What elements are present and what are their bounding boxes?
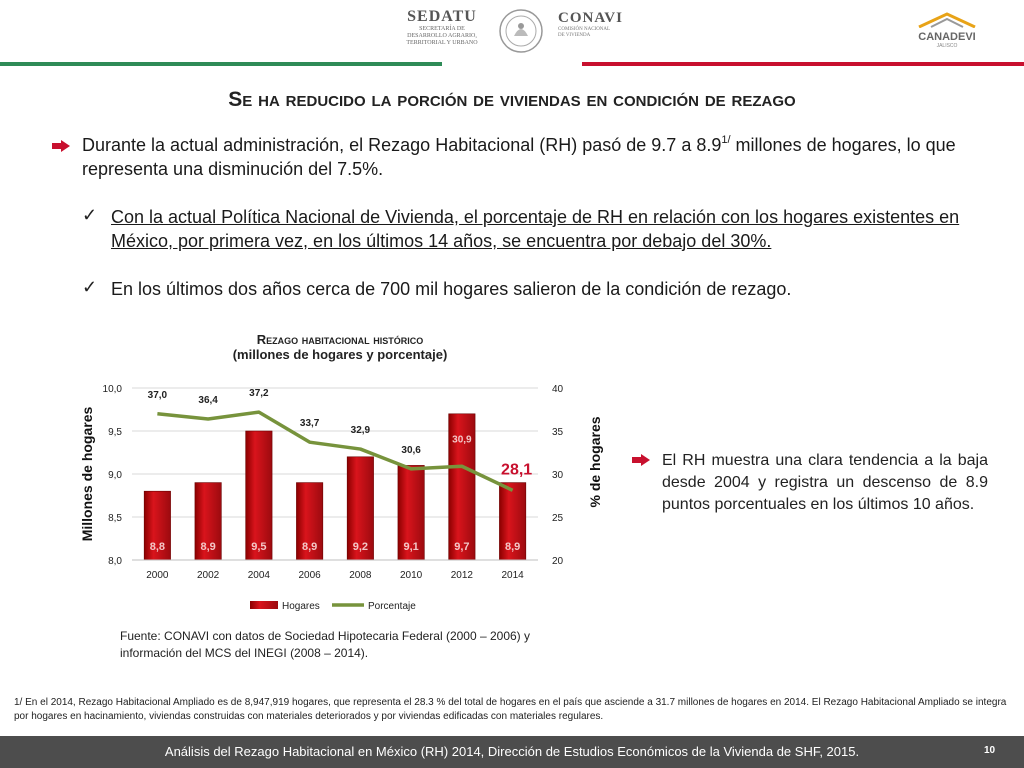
line-value-label: 30,6 [401,445,421,456]
bar-value-label: 8,8 [150,541,165,553]
y-tick-label: 8,0 [108,556,122,567]
conavi-sub: DE VIVIENDA [558,33,591,38]
conavi-logo: CONAVI COMISIÓN NACIONAL DE VIVIENDA [558,10,638,50]
footnote-ref: 1/ [721,134,731,146]
conavi-name: CONAVI [558,10,623,26]
bar-value-label: 9,5 [251,541,266,553]
legend-swatch-bars [250,601,278,609]
bullet-text: millones de hogares, lo que representa u… [82,135,956,179]
bar-value-label: 8,9 [302,541,317,553]
bullet-text: Durante la actual administración, el Rez… [82,135,722,155]
y-tick-label: 8,5 [108,513,122,524]
line-value-label: 37,2 [249,388,269,399]
page-title: Se ha reducido la porción de viviendas e… [228,88,796,111]
sedatu-name: SEDATU [407,8,477,25]
y2-axis-title: % de hogares [587,416,603,507]
x-tick-label: 2000 [146,570,169,581]
bar-value-label: 9,1 [403,541,418,553]
header: SEDATU SECRETARÍA DE DESARROLLO AGRARIO,… [0,0,1024,66]
x-tick-label: 2004 [248,570,271,581]
bar-value-label: 8,9 [200,541,215,553]
bar [448,413,476,561]
check-icon: ✓ [82,205,98,225]
bar-value-label: 9,2 [353,541,368,553]
trend-note: El RH muestra una clara tendencia a la b… [662,452,988,513]
line-value-label: 36,4 [198,395,218,406]
legend-label-bars: Hogares [282,601,320,612]
footnote: 1/ En el 2014, Rezago Habitacional Ampli… [14,697,1007,722]
chart-title-main: Rezago habitacional histórico [256,332,424,347]
bullet-rezago-change: Durante la actual administración, el Rez… [82,133,972,181]
bar [143,490,171,561]
header-rule-red [582,62,1024,66]
bar [296,482,324,561]
y2-tick-label: 30 [552,470,564,481]
arrow-bullet-icon [632,454,650,466]
y2-tick-label: 25 [552,513,564,524]
line-value-label: 32,9 [351,425,371,436]
bullet-policy: Con la actual Política Nacional de Vivie… [111,207,960,251]
x-tick-label: 2008 [349,570,372,581]
legend-label-line: Porcentaje [368,601,416,612]
y-tick-label: 10,0 [103,384,123,395]
canadevi-logo: CANADEVI JALISCO [906,12,988,52]
bullet-700k: En los últimos dos años cerca de 700 mil… [111,279,792,299]
x-tick-label: 2006 [299,570,322,581]
check-icon: ✓ [82,277,98,297]
y2-tick-label: 20 [552,556,564,567]
footer: Análisis del Rezago Habitacional en Méxi… [0,736,1024,768]
y2-tick-label: 40 [552,384,564,395]
line-value-label: 33,7 [300,418,320,429]
bar [245,430,273,561]
header-rule-green [0,62,442,66]
sedatu-sub: DESARROLLO AGRARIO, [407,33,477,39]
y-tick-label: 9,0 [108,470,122,481]
x-tick-label: 2014 [502,570,525,581]
national-seal-icon [499,9,543,53]
bar-value-label: 9,7 [454,541,469,553]
rezago-chart: 8,0 8,5 9,0 9,5 10,0 20 25 30 35 40 Millones de ho… [79,384,603,612]
percentage-line [157,410,514,492]
bar [194,482,222,561]
arrow-bullet-icon [52,140,70,152]
x-tick-label: 2002 [197,570,220,581]
page-number: 10 [984,745,996,756]
conavi-sub: COMISIÓN NACIONAL [558,27,611,32]
line-value-label: 37,0 [148,390,168,401]
sedatu-logo: SEDATU SECRETARÍA DE DESARROLLO AGRARIO,… [392,8,492,56]
canadevi-sub: JALISCO [936,43,958,49]
roof-icon [918,12,976,29]
bar [346,456,374,561]
bar [397,465,425,561]
chart-source: Fuente: CONAVI con datos de Sociedad Hip… [120,629,531,660]
x-tick-label: 2012 [451,570,474,581]
sedatu-sub: SECRETARÍA DE [419,26,465,32]
bar-value-label: 8,9 [505,541,520,553]
y-axis-title: Millones de hogares [79,406,95,541]
y2-tick-label: 35 [552,427,564,438]
y-tick-label: 9,5 [108,427,122,438]
line-value-label: 30,9 [452,434,472,445]
canadevi-name: CANADEVI [918,31,976,43]
line-value-label: 28,1 [501,461,532,478]
footer-citation: Análisis del Rezago Habitacional en Méxi… [164,744,860,759]
chart-title: Rezago habitacional histórico (millones … [160,332,520,362]
chart-title-sub: (millones de hogares y porcentaje) [232,347,448,362]
x-tick-label: 2010 [400,570,423,581]
sedatu-sub: TERRITORIAL Y URBANO [406,40,478,46]
